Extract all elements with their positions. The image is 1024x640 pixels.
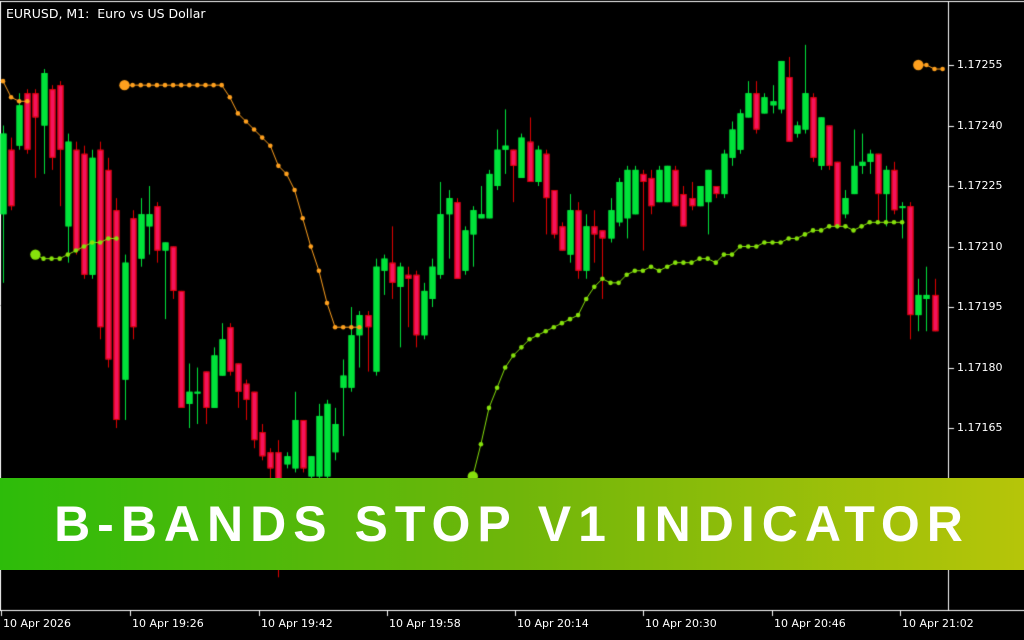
time-axis-label: 10 Apr 20:46 — [774, 617, 846, 630]
time-axis-label: 10 Apr 20:14 — [517, 617, 589, 630]
price-axis-label: 1.17180 — [957, 361, 1003, 374]
price-axis-label: 1.17165 — [957, 421, 1003, 434]
price-axis-label: 1.17255 — [957, 58, 1003, 71]
price-axis-label: 1.17225 — [957, 179, 1003, 192]
chart-symbol-label: EURUSD, M1: Euro vs US Dollar — [6, 6, 206, 21]
indicator-banner: B-BANDS STOP V1 INDICATOR — [0, 478, 1024, 570]
time-axis-label: 10 Apr 21:02 — [902, 617, 974, 630]
time-axis-label: 10 Apr 19:58 — [389, 617, 461, 630]
time-axis-label: 10 Apr 2026 — [3, 617, 72, 630]
price-axis-label: 1.17210 — [957, 240, 1003, 253]
price-axis-label: 1.17195 — [957, 300, 1003, 313]
time-axis-label: 10 Apr 20:30 — [645, 617, 717, 630]
time-axis-label: 10 Apr 19:42 — [261, 617, 333, 630]
banner-title: B-BANDS STOP V1 INDICATOR — [54, 496, 970, 552]
time-axis-label: 10 Apr 19:26 — [132, 617, 204, 630]
price-axis-label: 1.17240 — [957, 119, 1003, 132]
